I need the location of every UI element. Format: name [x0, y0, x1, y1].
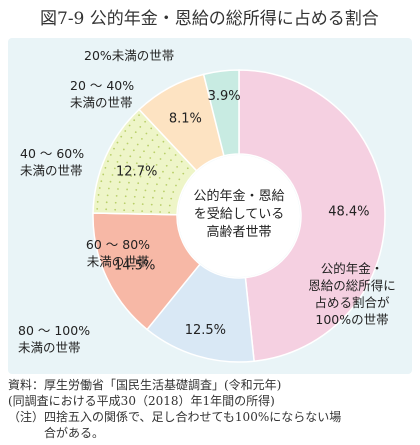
figure-title: 図7-9 公的年金・恩給の総所得に占める割合	[40, 9, 379, 29]
pie-slice	[92, 212, 202, 331]
slice-value-label: 8.1%	[169, 112, 202, 127]
pie-slice	[202, 69, 240, 157]
slice-value-label: 3.9%	[208, 89, 241, 104]
slice-value-label: 12.7%	[116, 164, 157, 179]
slice-category-label: 20 ～ 40%未満の世帯	[70, 78, 134, 110]
pie-slice	[238, 69, 386, 363]
center-label: 公的年金・恩給を受給している高齢者世帯	[193, 188, 284, 240]
slice-value-label: 48.4%	[328, 204, 369, 219]
slice-category-label: 公的年金・恩給の総所得に占める割合が 100%の世帯	[308, 261, 396, 327]
slice-category-label: 80 ～ 100%未満の世帯	[18, 323, 90, 355]
slice-value-label: 12.5%	[185, 323, 226, 338]
footnote: （注）四捨五入の関係で、足し合わせても100%にならない場	[8, 410, 342, 424]
source-note: 資料：厚生労働省「国民生活基礎調査」(令和元年)	[8, 378, 282, 392]
slice-category-label: 40 ～ 60%未満の世帯	[20, 146, 84, 178]
donut-center	[178, 155, 300, 277]
footnote-continued: 合がある。	[8, 426, 105, 440]
source-note-period: (同調査における平成30（2018）年1年間の所得)	[8, 394, 275, 408]
slice-value-label: 14.5%	[114, 258, 155, 273]
slice-texture	[96, 114, 189, 214]
slice-category-label: 20%未満の世帯	[84, 48, 174, 63]
slice-category-label: 60 ～ 80%未満の世帯	[86, 237, 150, 269]
